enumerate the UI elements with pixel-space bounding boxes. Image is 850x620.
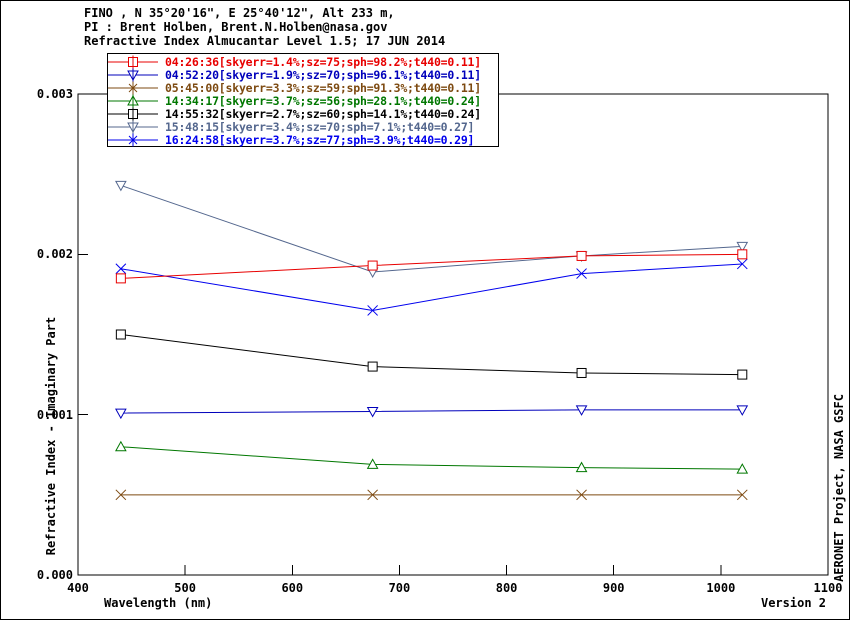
legend: 04:26:36[skyerr=1.4%;sz=75;sph=98.2%;t44… xyxy=(107,53,499,147)
legend-marker-icon xyxy=(108,94,158,107)
data-series xyxy=(115,440,749,474)
x-tick-label: 1000 xyxy=(706,581,736,595)
legend-item-label: 16:24:58[skyerr=3.7%;sz=77;sph=3.9%;t440… xyxy=(165,132,475,147)
x-tick-label: 800 xyxy=(495,581,518,595)
legend-item-label: 04:26:36[skyerr=1.4%;sz=75;sph=98.2%;t44… xyxy=(165,54,482,69)
legend-marker-icon xyxy=(108,133,158,146)
legend-item-label: 05:45:00[skyerr=3.3%;sz=59;sph=91.3%;t44… xyxy=(165,80,482,95)
legend-marker-icon xyxy=(108,68,158,81)
legend-marker-icon xyxy=(108,55,158,68)
legend-item: 04:26:36[skyerr=1.4%;sz=75;sph=98.2%;t44… xyxy=(108,54,498,69)
legend-item: 16:24:58[skyerr=3.7%;sz=77;sph=3.9%;t440… xyxy=(108,132,498,147)
legend-item: 05:45:00[skyerr=3.3%;sz=59;sph=91.3%;t44… xyxy=(108,80,498,95)
site-header-pi: PI : Brent Holben, Brent.N.Holben@nasa.g… xyxy=(84,20,388,34)
x-tick-label: 700 xyxy=(388,581,411,595)
site-header-location: FINO , N 35°20'16", E 25°40'12", Alt 233… xyxy=(84,6,395,20)
x-tick-label: 400 xyxy=(67,581,89,595)
x-tick-label: 1100 xyxy=(813,581,843,595)
y-tick-label: 0.002 xyxy=(36,247,73,262)
legend-item: 04:52:20[skyerr=1.9%;sz=70;sph=96.1%;t44… xyxy=(108,67,498,82)
x-tick-label: 600 xyxy=(281,581,304,595)
data-series xyxy=(115,405,749,420)
data-series xyxy=(115,329,748,380)
legend-item: 14:34:17[skyerr=3.7%;sz=56;sph=28.1%;t44… xyxy=(108,93,498,108)
legend-marker-icon xyxy=(108,81,158,94)
data-series xyxy=(115,489,748,501)
y-tick-label: 0.000 xyxy=(36,568,73,582)
legend-marker-icon xyxy=(108,107,158,120)
legend-item: 14:55:32[skyerr=2.7%;sz=60;sph=14.1%;t44… xyxy=(108,106,498,121)
legend-item: 15:48:15[skyerr=3.4%;sz=70;sph=7.1%;t440… xyxy=(108,119,498,134)
legend-item-label: 04:52:20[skyerr=1.9%;sz=70;sph=96.1%;t44… xyxy=(165,67,482,82)
plot-title: Refractive Index Almucantar Level 1.5; 1… xyxy=(84,34,446,48)
version-label: Version 2 xyxy=(760,596,826,610)
x-tick-label: 500 xyxy=(174,581,196,595)
legend-item-label: 14:34:17[skyerr=3.7%;sz=56;sph=28.1%;t44… xyxy=(165,93,482,108)
legend-item-label: 15:48:15[skyerr=3.4%;sz=70;sph=7.1%;t440… xyxy=(165,119,475,134)
y-tick-label: 0.001 xyxy=(36,407,73,422)
x-tick-label: 900 xyxy=(602,581,625,595)
y-tick-label: 0.003 xyxy=(36,87,73,101)
data-series xyxy=(115,258,748,316)
x-axis-title: Wavelength (nm) xyxy=(104,596,213,610)
legend-marker-icon xyxy=(108,120,158,133)
legend-item-label: 14:55:32[skyerr=2.7%;sz=60;sph=14.1%;t44… xyxy=(165,106,482,121)
data-series xyxy=(115,249,748,284)
